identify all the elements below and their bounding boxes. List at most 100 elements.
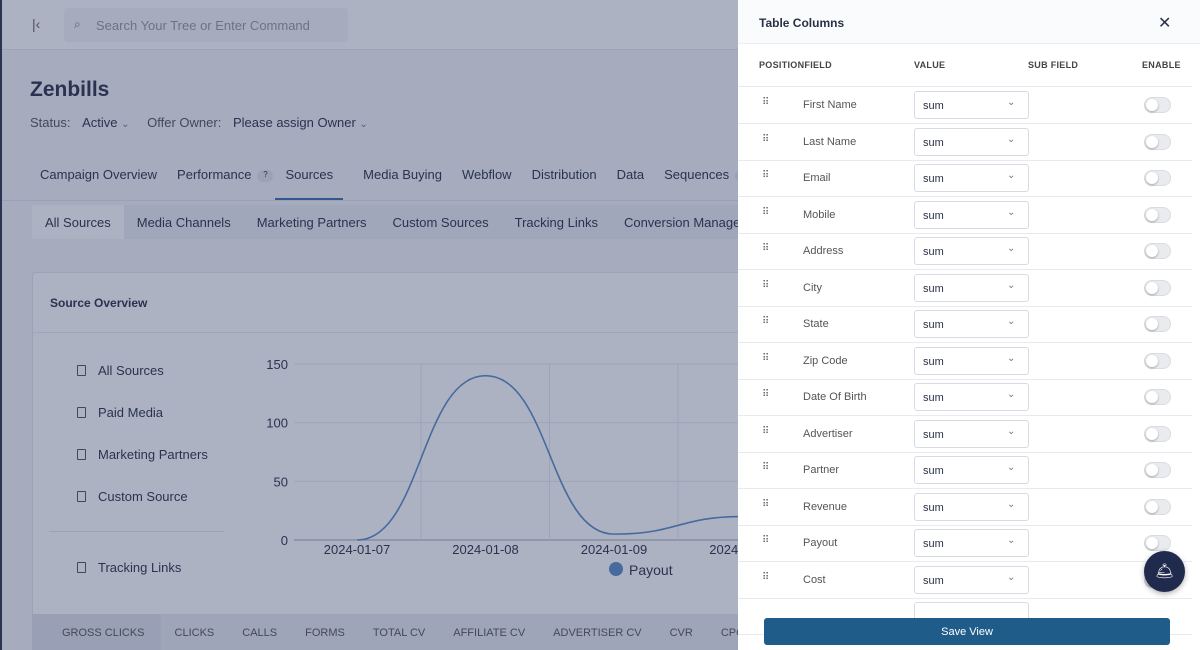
enable-toggle[interactable] [1144,279,1171,296]
drag-handle[interactable]: ⠿ [762,170,769,181]
drag-handle[interactable]: ⠿ [762,352,769,364]
drag-handle[interactable]: ⠿ [762,535,769,546]
y-tick-label: 100 [266,416,288,431]
menu-item[interactable]: Custom Source [98,489,188,504]
tab[interactable]: Webflow [452,158,512,200]
drag-handle[interactable]: ⠿ [762,243,769,254]
menu-item[interactable]: All Sources [98,363,164,378]
drag-handle[interactable]: ⠿ [762,133,769,145]
value-select[interactable]: sum ⌄ [914,127,1029,156]
value-select[interactable]: sum ⌄ [914,91,1029,119]
value-select[interactable]: sum ⌄ [914,529,1029,557]
enable-toggle[interactable] [1144,352,1171,369]
drag-handle[interactable]: ⠿ [762,462,769,473]
table-column[interactable]: GROSS CLICKS [32,614,161,650]
drag-handle[interactable]: ⠿ [762,97,769,108]
value-select[interactable]: sum ⌄ [914,419,1029,448]
enable-toggle[interactable] [1144,462,1171,478]
chevron: ⌄ [1007,425,1016,437]
tab[interactable]: Sources [275,158,344,200]
value-select[interactable]: sum ⌄ [914,200,1029,229]
close-button[interactable]: ✕ [1158,15,1172,32]
enable-toggle[interactable] [1144,133,1171,150]
tab-label: Sources [285,167,334,182]
enable-toggle[interactable] [1144,97,1171,113]
subtab[interactable]: Custom Sources [392,215,489,230]
subtab[interactable]: All Sources [32,205,124,239]
column-row: ⠿ Payout sum ⌄ [738,525,1192,562]
table-column[interactable]: FORMS [305,627,345,639]
value-select[interactable]: sum ⌄ [914,310,1029,338]
enable-toggle[interactable] [1144,170,1171,186]
menu-item[interactable]: Marketing Partners [98,447,208,462]
tab[interactable]: Campaign Overview [30,158,157,200]
menu-item[interactable]: Tracking Links [98,560,182,575]
column-header: ENABLE [1142,60,1181,70]
field-name: State [803,318,829,330]
tabs: Campaign Overview Performance? Sources Medi… [30,158,738,200]
tab[interactable]: Media Buying [353,158,442,200]
y-tick-label: 50 [274,474,288,489]
subtab[interactable]: Tracking Links [514,215,598,230]
field-name: Email [803,172,831,184]
value-select[interactable]: sum ⌄ [914,456,1029,484]
search-icon: ⌕ [74,17,81,31]
table-column[interactable]: CVR [669,627,693,639]
enable-toggle[interactable] [1144,206,1171,223]
enable-toggle[interactable] [1144,316,1171,332]
drag-handle[interactable]: ⠿ [762,206,769,218]
value-select[interactable]: sum ⌄ [914,565,1029,594]
save-view-button[interactable]: Save View [764,618,1170,645]
overlay[interactable] [2,0,738,650]
owner-value[interactable]: Please assign Owner [232,115,356,130]
field-name: Mobile [803,208,836,221]
table-column[interactable]: CPC [720,627,738,639]
tab[interactable]: Distribution [522,158,597,200]
info-icon: ? [735,169,738,182]
select-value: sum [923,465,944,477]
value-select[interactable]: sum ⌄ [914,273,1029,302]
select-value: sum [923,574,944,587]
drag-handle[interactable]: ⠿ [762,389,769,400]
enable-toggle[interactable] [1144,389,1171,405]
table-column[interactable]: AFFILIATE CV [453,627,526,639]
select-value: sum [923,100,944,112]
enable-toggle[interactable] [1144,535,1171,551]
subtab[interactable]: Marketing Partners [256,215,367,230]
drag-handle[interactable]: ⠿ [762,571,769,583]
enable-toggle[interactable] [1144,498,1171,515]
chevron: ⌄ [1007,571,1016,583]
value-select[interactable]: sum ⌄ [914,164,1029,192]
subtab[interactable]: Media Channels [136,215,231,230]
value-select[interactable]: sum ⌄ [914,346,1029,375]
drag-handle[interactable]: ⠿ [762,498,769,510]
status-value[interactable]: Active [82,115,118,130]
drag-handle[interactable]: ⠿ [762,425,769,437]
info-icon: ? [257,169,274,182]
select-value: sum [923,428,944,441]
enable-toggle[interactable] [1144,243,1171,259]
value-select[interactable]: sum ⌄ [914,237,1029,265]
tab[interactable]: Data [607,158,644,200]
value-select[interactable]: sum ⌄ [914,492,1029,521]
tab-label: Webflow [461,167,512,182]
value-select[interactable]: sum ⌄ [914,383,1029,411]
table-column[interactable]: TOTAL CV [372,627,426,639]
drag-handle[interactable]: ⠿ [762,279,769,291]
drag-handle[interactable]: ⠿ [762,316,769,327]
subtab[interactable]: Conversion Management [623,215,738,230]
help-button[interactable]: 🛎 [1144,551,1185,592]
tab[interactable]: Sequences? [654,158,738,200]
select-value: sum [923,209,944,222]
table-column[interactable]: CALLS [242,627,278,639]
table-column[interactable]: ADVERTISER CV [553,627,642,639]
table-column[interactable]: CLICKS [174,627,215,639]
select-value: sum [923,355,944,368]
tab[interactable]: Performance? [167,158,274,200]
search-box[interactable]: ⌕ Search Your Tree or Enter Command [64,8,348,42]
collapse-button[interactable]: |‹ [32,16,41,32]
header-divider [738,86,1192,87]
menu-item[interactable]: Paid Media [98,405,164,420]
enable-toggle[interactable] [1144,425,1171,442]
